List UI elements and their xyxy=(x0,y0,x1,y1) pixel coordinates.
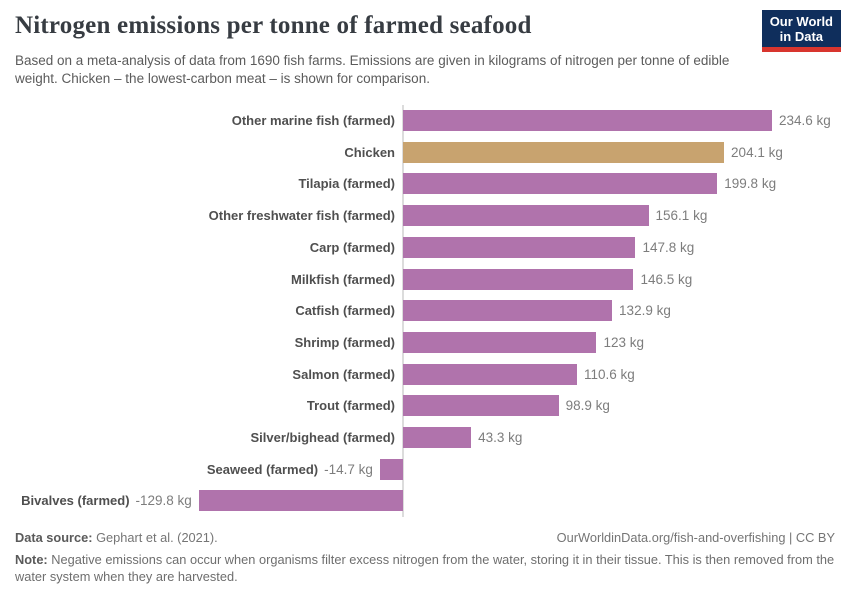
bar-other-marine-fish-farmed[interactable] xyxy=(403,110,773,131)
value-label-bivalves-farmed: -129.8 kg xyxy=(135,493,192,509)
footnote-value: Negative emissions can occur when organi… xyxy=(15,552,835,584)
value-label-other-freshwater-fish-farmed: 156.1 kg xyxy=(655,208,708,224)
license-link[interactable]: OurWorldinData.org/fish-and-overfishing … xyxy=(556,530,835,545)
bar-shrimp-farmed[interactable] xyxy=(403,331,597,353)
bar-trout-farmed[interactable] xyxy=(403,395,559,417)
bar-seaweed-farmed[interactable] xyxy=(379,458,403,480)
category-label-silver-bighead-farmed: Silver/bighead (farmed) xyxy=(250,430,395,445)
category-label-chicken: Chicken xyxy=(344,144,395,160)
category-label-salmon-farmed: Salmon (farmed) xyxy=(292,366,395,382)
category-label-seaweed-farmed: Seaweed (farmed) xyxy=(206,461,319,477)
bar-chart: Other marine fish (farmed) 234.6 kg Chicke… xyxy=(0,105,850,517)
category-label-other-marine-fish-farmed: Other marine fish (farmed) xyxy=(231,113,395,128)
bar-milkfish-farmed[interactable] xyxy=(403,268,634,290)
bar-other-freshwater-fish-farmed[interactable] xyxy=(403,205,649,227)
bar-salmon-farmed[interactable] xyxy=(403,363,577,385)
category-label-group-seaweed-farmed: Seaweed (farmed) -14.7 kg xyxy=(207,459,373,480)
footnote-label: Note: xyxy=(15,552,48,567)
category-label-trout-farmed: Trout (farmed) xyxy=(306,398,395,414)
data-source-label: Data source: xyxy=(15,530,93,545)
category-label-shrimp-farmed: Shrimp (farmed) xyxy=(294,334,395,350)
data-source: Data source: Gephart et al. (2021). xyxy=(15,530,218,545)
bar-chicken[interactable] xyxy=(403,141,725,163)
page-subtitle: Based on a meta-analysis of data from 16… xyxy=(15,53,730,86)
bar-bivalves-farmed[interactable] xyxy=(198,490,403,512)
data-source-value: Gephart et al. (2021). xyxy=(92,530,218,545)
page-title: Nitrogen emissions per tonne of farmed s… xyxy=(15,12,532,39)
owid-logo-line1: Our World xyxy=(769,14,833,29)
category-label-group-bivalves-farmed: Bivalves (farmed) -129.8 kg xyxy=(21,490,192,511)
value-label-seaweed-farmed: -14.7 kg xyxy=(324,461,373,477)
bar-silver-bighead-farmed[interactable] xyxy=(403,427,472,448)
owid-logo: Our World in Data xyxy=(761,10,841,52)
value-label-chicken: 204.1 kg xyxy=(731,144,783,160)
value-label-silver-bighead-farmed: 43.3 kg xyxy=(478,430,523,445)
category-label-tilapia-farmed: Tilapia (farmed) xyxy=(298,176,395,192)
value-label-tilapia-farmed: 199.8 kg xyxy=(724,176,777,192)
bar-tilapia-farmed[interactable] xyxy=(403,173,718,195)
value-label-milkfish-farmed: 146.5 kg xyxy=(640,271,693,287)
owid-logo-line2: in Data xyxy=(779,29,824,44)
value-label-salmon-farmed: 110.6 kg xyxy=(583,366,635,382)
category-label-bivalves-farmed: Bivalves (farmed) xyxy=(21,493,130,509)
footnote: Note: Negative emissions can occur when … xyxy=(15,552,835,585)
category-label-other-freshwater-fish-farmed: Other freshwater fish (farmed) xyxy=(208,208,395,224)
y-axis-line xyxy=(402,105,404,517)
category-label-catfish-farmed: Catfish (farmed) xyxy=(295,303,395,319)
bar-carp-farmed[interactable] xyxy=(403,236,636,258)
footer-source-row: Data source: Gephart et al. (2021). OurW… xyxy=(15,530,835,545)
category-label-carp-farmed: Carp (farmed) xyxy=(309,239,395,255)
footer: Data source: Gephart et al. (2021). OurW… xyxy=(15,530,835,585)
value-label-trout-farmed: 98.9 kg xyxy=(565,398,610,414)
value-label-shrimp-farmed: 123 kg xyxy=(603,334,645,350)
value-label-carp-farmed: 147.8 kg xyxy=(642,239,695,255)
category-label-milkfish-farmed: Milkfish (farmed) xyxy=(290,271,395,287)
value-label-catfish-farmed: 132.9 kg xyxy=(619,303,671,319)
value-label-other-marine-fish-farmed: 234.6 kg xyxy=(779,113,831,128)
bar-catfish-farmed[interactable] xyxy=(403,300,613,322)
